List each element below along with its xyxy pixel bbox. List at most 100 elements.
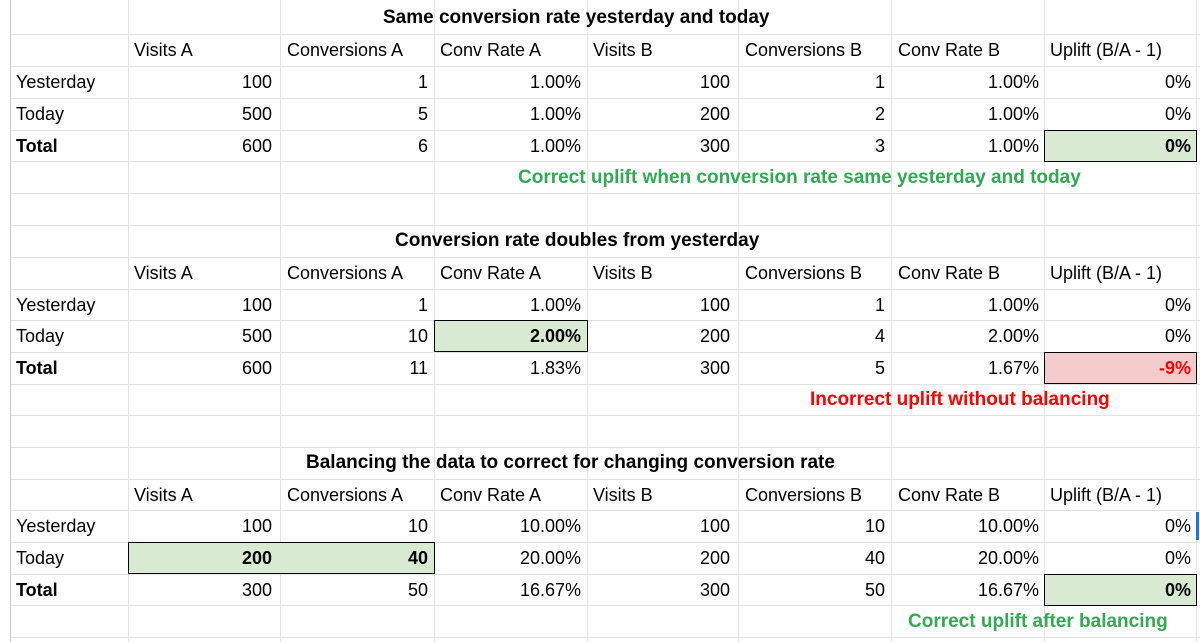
cell-uplift-total[interactable]: 0%	[1164, 136, 1191, 156]
cell-conversions-a[interactable]: 6	[417, 136, 428, 156]
cell-conv-rate-b[interactable]: 1.00%	[987, 72, 1039, 92]
header-conversions-b[interactable]: Conversions B	[745, 40, 863, 60]
cell-visits-a[interactable]: 600	[242, 136, 273, 156]
cell-conversions-b[interactable]: 50	[864, 580, 885, 600]
row-label-total[interactable]: Total	[16, 358, 58, 378]
cell-visits-b[interactable]: 300	[700, 358, 731, 378]
row-label[interactable]: Yesterday	[16, 295, 96, 315]
header-conv-rate-a[interactable]: Conv Rate A	[440, 263, 542, 283]
header-visits-a[interactable]: Visits A	[134, 485, 193, 505]
header-uplift[interactable]: Uplift (B/A - 1)	[1050, 485, 1163, 505]
note-correct-after-balancing: Correct uplift after balancing	[908, 611, 1168, 632]
cell-visits-a[interactable]: 300	[242, 580, 273, 600]
cell-visits-a[interactable]: 100	[242, 72, 273, 92]
cell-conv-rate-a[interactable]: 1.83%	[529, 358, 581, 378]
cell-conversions-a[interactable]: 5	[417, 104, 428, 124]
row-label[interactable]: Today	[16, 548, 65, 568]
cell-visits-a[interactable]: 100	[242, 516, 273, 536]
header-uplift[interactable]: Uplift (B/A - 1)	[1050, 263, 1163, 283]
cell-conv-rate-b[interactable]: 1.00%	[987, 104, 1039, 124]
row-label-total[interactable]: Total	[16, 136, 58, 156]
cell-conversions-a[interactable]: 1	[417, 72, 428, 92]
cell-visits-a-highlighted[interactable]: 200	[242, 548, 273, 568]
cell-uplift-total[interactable]: -9%	[1158, 358, 1191, 378]
header-visits-b[interactable]: Visits B	[593, 263, 653, 283]
cell-conversions-a-highlighted[interactable]: 40	[407, 548, 428, 568]
balanced-row-highlight	[128, 542, 435, 574]
cell-selection-handle[interactable]	[1196, 512, 1199, 540]
cell-conversions-a[interactable]: 10	[407, 326, 428, 346]
cell-conv-rate-a[interactable]: 16.67%	[519, 580, 581, 600]
cell-conv-rate-b[interactable]: 16.67%	[977, 580, 1039, 600]
cell-conversions-b[interactable]: 3	[874, 136, 885, 156]
cell-visits-b[interactable]: 100	[700, 516, 731, 536]
header-conv-rate-b[interactable]: Conv Rate B	[898, 40, 1001, 60]
cell-conv-rate-a[interactable]: 1.00%	[529, 136, 581, 156]
cell-conversions-b[interactable]: 1	[874, 295, 885, 315]
row-label[interactable]: Yesterday	[16, 516, 96, 536]
cell-visits-a[interactable]: 500	[242, 326, 273, 346]
cell-conversions-b[interactable]: 4	[874, 326, 885, 346]
cell-conversions-a[interactable]: 10	[407, 516, 428, 536]
cell-visits-a[interactable]: 500	[242, 104, 273, 124]
cell-visits-b[interactable]: 300	[700, 136, 731, 156]
cell-conv-rate-a[interactable]: 1.00%	[529, 104, 581, 124]
header-conversions-b[interactable]: Conversions B	[745, 485, 863, 505]
cell-conv-rate-b[interactable]: 10.00%	[977, 516, 1039, 536]
row-label[interactable]: Today	[16, 326, 65, 346]
cell-conversions-b[interactable]: 1	[874, 72, 885, 92]
cell-uplift[interactable]: 0%	[1164, 516, 1191, 536]
header-uplift[interactable]: Uplift (B/A - 1)	[1050, 40, 1163, 60]
cell-conversions-a[interactable]: 50	[407, 580, 428, 600]
cell-visits-b[interactable]: 300	[700, 580, 731, 600]
cell-uplift[interactable]: 0%	[1164, 548, 1191, 568]
cell-visits-b[interactable]: 200	[700, 326, 731, 346]
cell-conversions-b[interactable]: 5	[874, 358, 885, 378]
cell-conv-rate-b[interactable]: 1.00%	[987, 136, 1039, 156]
cell-visits-a[interactable]: 600	[242, 358, 273, 378]
cell-uplift[interactable]: 0%	[1164, 295, 1191, 315]
cell-conv-rate-b[interactable]: 1.67%	[987, 358, 1039, 378]
row-label[interactable]: Yesterday	[16, 72, 96, 92]
cell-visits-b[interactable]: 100	[700, 72, 731, 92]
cell-conv-rate-a-highlighted[interactable]: 2.00%	[529, 326, 581, 346]
header-conv-rate-b[interactable]: Conv Rate B	[898, 485, 1001, 505]
header-conversions-a[interactable]: Conversions A	[287, 40, 404, 60]
cell-conv-rate-a[interactable]: 20.00%	[519, 548, 581, 568]
cell-conv-rate-a[interactable]: 10.00%	[519, 516, 581, 536]
cell-conversions-b[interactable]: 2	[874, 104, 885, 124]
row-label[interactable]: Today	[16, 104, 65, 124]
header-conv-rate-a[interactable]: Conv Rate A	[440, 40, 542, 60]
cell-uplift-total[interactable]: 0%	[1164, 580, 1191, 600]
cell-conversions-b[interactable]: 40	[864, 548, 885, 568]
header-conversions-a[interactable]: Conversions A	[287, 485, 404, 505]
header-conversions-b[interactable]: Conversions B	[745, 263, 863, 283]
row-label-total[interactable]: Total	[16, 580, 58, 600]
cell-conversions-b[interactable]: 10	[864, 516, 885, 536]
cell-visits-b[interactable]: 100	[700, 295, 731, 315]
header-conversions-a[interactable]: Conversions A	[287, 263, 404, 283]
cell-conversions-a[interactable]: 11	[409, 358, 428, 378]
section-title: Conversion rate doubles from yesterday	[395, 230, 760, 251]
header-visits-a[interactable]: Visits A	[134, 40, 193, 60]
cell-conv-rate-b[interactable]: 1.00%	[987, 295, 1039, 315]
cell-visits-b[interactable]: 200	[700, 548, 731, 568]
cell-conversions-a[interactable]: 1	[417, 295, 428, 315]
cell-conv-rate-b[interactable]: 20.00%	[977, 548, 1039, 568]
cell-uplift[interactable]: 0%	[1164, 104, 1191, 124]
note-correct-same-rate: Correct uplift when conversion rate same…	[518, 167, 1081, 188]
header-visits-b[interactable]: Visits B	[593, 485, 653, 505]
cell-visits-a[interactable]: 100	[242, 295, 273, 315]
note-incorrect-uplift: Incorrect uplift without balancing	[810, 389, 1110, 410]
cell-uplift[interactable]: 0%	[1164, 72, 1191, 92]
cell-conv-rate-b[interactable]: 2.00%	[987, 326, 1039, 346]
cell-uplift[interactable]: 0%	[1164, 326, 1191, 346]
cell-conv-rate-a[interactable]: 1.00%	[529, 72, 581, 92]
header-visits-a[interactable]: Visits A	[134, 263, 193, 283]
cell-visits-b[interactable]: 200	[700, 104, 731, 124]
header-conv-rate-a[interactable]: Conv Rate A	[440, 485, 542, 505]
header-conv-rate-b[interactable]: Conv Rate B	[898, 263, 1001, 283]
cell-conv-rate-a[interactable]: 1.00%	[529, 295, 581, 315]
header-visits-b[interactable]: Visits B	[593, 40, 653, 60]
